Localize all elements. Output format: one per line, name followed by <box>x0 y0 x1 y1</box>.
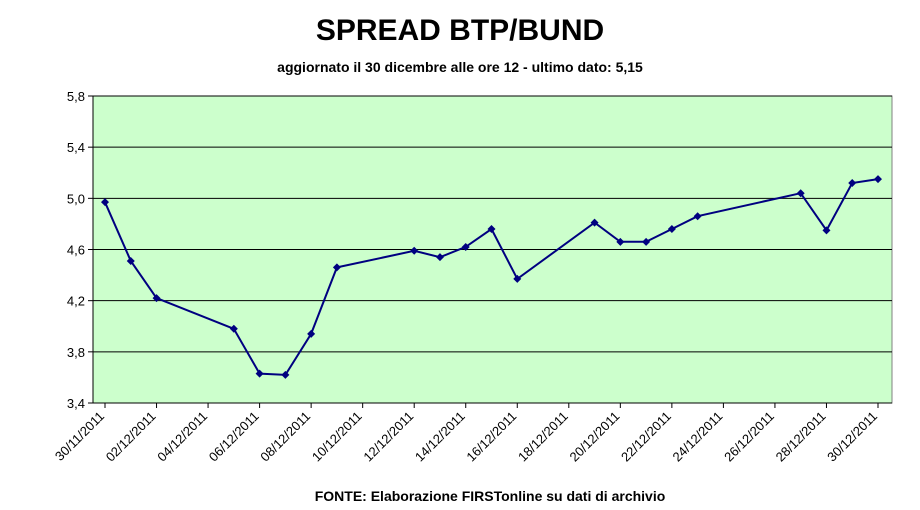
x-tick-label: 18/12/2011 <box>515 409 571 465</box>
x-tick-label: 28/12/2011 <box>773 409 829 465</box>
data-point <box>642 237 651 246</box>
x-tick-label: 14/12/2011 <box>412 409 468 465</box>
series-line <box>104 178 879 376</box>
data-point <box>796 189 805 198</box>
data-point <box>435 253 444 262</box>
data-point <box>152 294 161 303</box>
source-note: FONTE: Elaborazione FIRSTonline su dati … <box>315 488 666 504</box>
y-tick-label: 5,4 <box>67 140 85 155</box>
data-point <box>461 242 470 251</box>
x-tick-label: 04/12/2011 <box>154 409 210 465</box>
data-point <box>487 225 496 234</box>
data-point <box>874 175 882 184</box>
data-point <box>410 246 419 255</box>
y-tick-label: 4,2 <box>67 294 85 309</box>
data-point <box>229 324 238 333</box>
y-tick-label: 5,0 <box>67 191 85 206</box>
data-point <box>281 370 290 379</box>
data-point <box>693 212 702 221</box>
x-tick-label: 16/12/2011 <box>463 409 519 465</box>
data-point <box>616 237 625 246</box>
y-tick-label: 3,8 <box>67 345 85 360</box>
data-point <box>126 257 135 266</box>
x-tick-label: 30/12/2011 <box>824 409 880 465</box>
x-tick-label: 06/12/2011 <box>206 409 262 465</box>
y-tick-label: 3,4 <box>67 396 85 411</box>
data-point <box>667 225 676 234</box>
x-tick-label: 02/12/2011 <box>103 409 159 465</box>
data-point <box>822 226 831 235</box>
data-point <box>255 369 264 378</box>
chart-title: SPREAD BTP/BUND <box>316 14 604 47</box>
x-tick-label: 26/12/2011 <box>721 409 777 465</box>
data-point <box>101 198 109 207</box>
chart-subtitle: aggiornato il 30 dicembre alle ore 12 - … <box>277 59 643 75</box>
y-tick-label: 4,6 <box>67 243 85 258</box>
x-tick-label: 20/12/2011 <box>567 409 623 465</box>
y-tick-label: 5,8 <box>67 89 85 104</box>
x-tick-label: 22/12/2011 <box>618 409 674 465</box>
x-tick-label: 08/12/2011 <box>257 409 313 465</box>
data-point <box>590 218 599 227</box>
data-point <box>307 329 316 338</box>
data-point <box>332 263 341 272</box>
x-tick-label: 10/12/2011 <box>309 409 365 465</box>
data-point <box>848 178 857 187</box>
x-tick-label: 30/11/2011 <box>52 409 107 464</box>
data-point <box>513 274 522 283</box>
x-tick-label: 12/12/2011 <box>360 409 416 465</box>
x-tick-label: 24/12/2011 <box>670 409 726 465</box>
